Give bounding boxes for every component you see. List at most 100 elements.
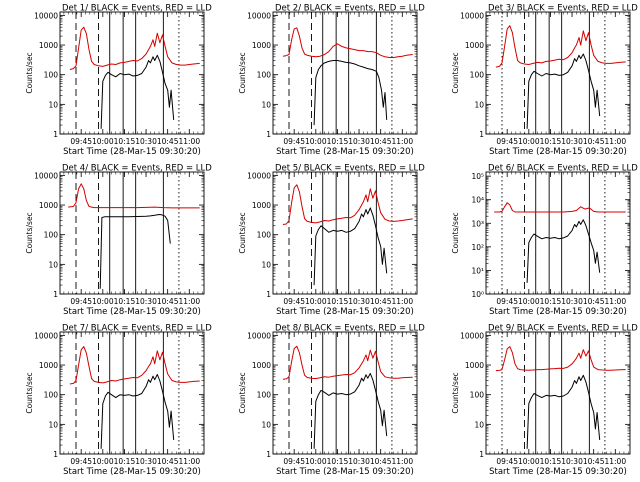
y-tick-label: 10000: [34, 171, 58, 180]
x-tick-label: 10:30: [135, 457, 157, 466]
x-tick-label: 10:00: [305, 297, 327, 306]
y-tick-label: 10000: [34, 331, 58, 340]
y-axis-label: Counts/sec: [451, 52, 460, 93]
y-tick-label: 1000: [39, 41, 58, 50]
x-tick-label: 10:45: [370, 297, 392, 306]
y-tick-label: 100: [44, 391, 59, 400]
series-line-events: [100, 54, 175, 129]
series-line-lld: [69, 346, 200, 385]
plot-frame: [59, 331, 205, 455]
x-tick-label: 10:00: [92, 297, 114, 306]
y-tick-label: 10²: [471, 243, 484, 252]
x-tick-label: 10:00: [92, 457, 114, 466]
x-tick-label: 10:30: [561, 297, 583, 306]
series-line-events: [100, 374, 175, 449]
chart-title: Det 2/ BLACK = Events, RED = LLD: [275, 4, 425, 14]
x-tick-label: 11:00: [391, 297, 413, 306]
plot-area: [69, 332, 200, 454]
y-axis-label: Counts/sec: [238, 52, 247, 93]
y-tick-label: 1: [53, 130, 58, 139]
x-tick-label: 10:45: [370, 137, 392, 146]
series-line-lld: [68, 183, 200, 209]
x-tick-label: 10:15: [327, 457, 349, 466]
y-axis-label: Counts/sec: [451, 212, 460, 253]
plot-area: [282, 332, 413, 454]
y-tick-label: 100: [44, 71, 59, 80]
y-tick-label: 100: [257, 231, 272, 240]
chart-title: Det 1/ BLACK = Events, RED = LLD: [62, 4, 212, 14]
y-tick-label: 1: [53, 450, 58, 459]
y-tick-label: 1000: [39, 201, 58, 210]
x-axis-label: Start Time (28-Mar-15 09:30:20): [276, 467, 414, 477]
chart-svg: Det 9/ BLACK = Events, RED = LLD Start Ti…: [451, 324, 638, 478]
x-tick-label: 10:00: [92, 137, 114, 146]
y-tick-label: 10⁵: [471, 172, 484, 181]
y-tick-label: 10¹: [471, 266, 484, 275]
chart-svg: Det 4/ BLACK = Events, RED = LLD Start Ti…: [25, 164, 212, 318]
plot-area: [69, 12, 200, 134]
x-axis-label: Start Time (28-Mar-15 09:30:20): [489, 147, 627, 157]
x-tick-label: 09:45: [283, 297, 305, 306]
x-tick-label: 10:15: [114, 137, 136, 146]
chart-svg: Det 1/ BLACK = Events, RED = LLD Start Ti…: [25, 4, 212, 158]
x-tick-label: 09:45: [496, 137, 518, 146]
y-tick-label: 1: [266, 450, 271, 459]
x-tick-label: 11:00: [178, 457, 200, 466]
y-axis-label: Counts/sec: [238, 212, 247, 253]
chart-title: Det 5/ BLACK = Events, RED = LLD: [275, 164, 425, 174]
x-tick-label: 10:15: [114, 457, 136, 466]
x-tick-label: 11:00: [391, 137, 413, 146]
plot-frame: [272, 331, 418, 455]
detector-panel-8: Det 8/ BLACK = Events, RED = LLD Start Ti…: [215, 324, 427, 482]
plot-frame: [59, 11, 205, 135]
y-tick-label: 100: [470, 391, 485, 400]
x-tick-label: 10:45: [157, 297, 179, 306]
y-tick-label: 10: [48, 420, 58, 429]
x-tick-label: 10:15: [114, 297, 136, 306]
detector-panel-7: Det 7/ BLACK = Events, RED = LLD Start Ti…: [2, 324, 214, 482]
series-line-events: [526, 374, 601, 449]
y-tick-label: 1000: [252, 41, 271, 50]
x-tick-label: 09:45: [70, 137, 92, 146]
x-tick-label: 11:00: [604, 137, 626, 146]
plot-frame: [485, 11, 631, 135]
y-tick-label: 10³: [471, 219, 484, 228]
y-tick-label: 10: [261, 260, 271, 269]
x-tick-label: 11:00: [604, 457, 626, 466]
x-tick-label: 10:30: [561, 137, 583, 146]
x-tick-label: 09:45: [496, 297, 518, 306]
detector-panel-6: Det 6/ BLACK = Events, RED = LLD Start Ti…: [428, 164, 640, 322]
y-tick-label: 10⁴: [471, 196, 484, 205]
chart-svg: Det 6/ BLACK = Events, RED = LLD Start Ti…: [451, 164, 638, 318]
y-tick-label: 10000: [460, 11, 484, 20]
chart-svg: Det 7/ BLACK = Events, RED = LLD Start Ti…: [25, 324, 212, 478]
y-tick-label: 10⁰: [471, 290, 484, 299]
x-tick-label: 09:45: [496, 457, 518, 466]
y-tick-label: 1: [479, 450, 484, 459]
x-axis-label: Start Time (28-Mar-15 09:30:20): [489, 467, 627, 477]
detector-panel-2: Det 2/ BLACK = Events, RED = LLD Start Ti…: [215, 4, 427, 162]
plot-frame: [485, 171, 631, 295]
chart-title: Det 6/ BLACK = Events, RED = LLD: [488, 164, 638, 174]
chart-title: Det 7/ BLACK = Events, RED = LLD: [62, 324, 212, 334]
chart-title: Det 8/ BLACK = Events, RED = LLD: [275, 324, 425, 334]
y-tick-label: 1000: [252, 361, 271, 370]
plot-frame: [272, 11, 418, 135]
series-line-events: [313, 207, 388, 286]
detector-panel-5: Det 5/ BLACK = Events, RED = LLD Start Ti…: [215, 164, 427, 322]
y-tick-label: 100: [257, 71, 272, 80]
x-tick-label: 09:45: [283, 137, 305, 146]
series-line-events: [526, 53, 601, 129]
x-tick-label: 11:00: [178, 137, 200, 146]
chart-title: Det 9/ BLACK = Events, RED = LLD: [488, 324, 638, 334]
y-axis-label: Counts/sec: [238, 372, 247, 413]
y-axis-label: Counts/sec: [451, 372, 460, 413]
x-tick-label: 10:00: [305, 137, 327, 146]
x-tick-label: 10:00: [518, 137, 540, 146]
y-tick-label: 10000: [247, 171, 271, 180]
series-line-events: [99, 214, 171, 289]
x-tick-label: 11:00: [604, 297, 626, 306]
x-axis-label: Start Time (28-Mar-15 09:30:20): [63, 467, 201, 477]
x-tick-label: 10:30: [135, 297, 157, 306]
